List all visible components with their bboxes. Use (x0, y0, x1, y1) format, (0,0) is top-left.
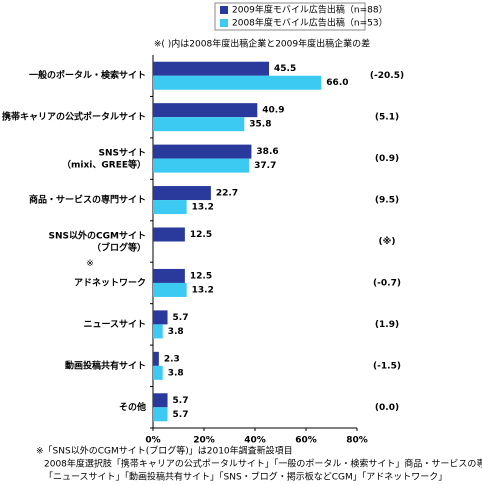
difference-label: (-20.5) (370, 71, 404, 81)
value-label: 3.8 (168, 368, 184, 378)
difference-label: (※) (379, 236, 396, 247)
y-tick-label: その他 (119, 401, 146, 413)
bar (153, 227, 185, 242)
y-tick-label: ニュースサイト (83, 319, 146, 330)
missing-note: ※ (86, 259, 94, 269)
x-tick-label: 60% (295, 436, 317, 446)
bar (153, 200, 187, 215)
x-tick-label: 80% (346, 436, 368, 446)
value-label: 2.3 (164, 354, 180, 364)
y-tick-label: SNSサイト（mixi、GREE等） (62, 147, 146, 170)
bar (153, 75, 322, 90)
bar (153, 144, 252, 159)
bar (153, 186, 211, 201)
value-label: 3.8 (168, 327, 184, 337)
y-tick-label: 携帯キャリアの公式ポータルサイト (2, 111, 146, 123)
bar (153, 351, 159, 366)
bar (153, 393, 168, 408)
value-label: 22.7 (216, 189, 238, 199)
footnote: 「ニュースサイト」「動画投稿共有サイト」「SNS・ブログ・掲示板などCGM」「ア… (44, 471, 447, 483)
y-tick-label: 一般のポータル・検索サイト (29, 69, 146, 81)
value-label: 13.2 (192, 285, 214, 295)
y-tick-label: SNS以外のCGMサイト（ブログ等） (49, 229, 146, 253)
value-label: 5.7 (173, 396, 189, 406)
footnote: 2008年度選択肢「携帯キャリアの公式ポータルサイト」「一般のポータル・検索サイ… (44, 458, 482, 470)
x-tick-label: 0% (145, 436, 160, 446)
legend-label: 2008年度モバイル広告出稿（n=53） (232, 17, 388, 29)
y-tick-label: 動画投稿共有サイト (65, 359, 146, 371)
x-tick-label: 20% (193, 436, 215, 446)
bar (153, 282, 187, 297)
value-label: 38.6 (256, 147, 278, 157)
difference-label: (0.0) (375, 403, 399, 413)
bar (153, 117, 245, 132)
x-tick-label: 40% (244, 436, 266, 446)
value-label: 66.0 (326, 78, 348, 88)
value-label: 12.5 (190, 230, 212, 240)
difference-label: (1.9) (375, 320, 399, 330)
value-label: 35.8 (249, 120, 271, 130)
bar (153, 268, 185, 283)
bar (153, 103, 258, 118)
legend-swatch (220, 19, 228, 27)
bar (153, 365, 163, 380)
legend-box (214, 2, 366, 31)
value-label: 5.7 (173, 313, 189, 323)
note: ※( )内は2008年度出稿企業と2009年度出稿企業の差 (154, 38, 370, 50)
value-label: 13.2 (192, 203, 214, 213)
bar (153, 310, 168, 325)
difference-label: (-0.7) (373, 278, 401, 288)
value-label: 12.5 (190, 271, 212, 281)
difference-label: (9.5) (375, 196, 399, 206)
bar (153, 61, 270, 76)
difference-label: (0.9) (375, 154, 399, 164)
difference-label: (5.1) (375, 113, 399, 123)
difference-label: (-1.5) (373, 361, 401, 371)
value-label: 37.7 (254, 161, 276, 171)
legend-label: 2009年度モバイル広告出稿（n=88） (232, 4, 388, 16)
bar (153, 407, 168, 422)
bar (153, 324, 163, 339)
bar (153, 158, 250, 173)
value-label: 45.5 (274, 64, 296, 74)
y-tick-label: アドネットワーク (74, 277, 146, 288)
legend-swatch (220, 6, 228, 14)
footnote: ※「SNS以外のCGMサイト(ブログ等)」は2010年調査新設項目 (36, 445, 293, 457)
value-label: 40.9 (262, 106, 284, 116)
value-label: 5.7 (173, 410, 189, 420)
y-tick-label: 商品・サービスの専門サイト (29, 194, 146, 206)
